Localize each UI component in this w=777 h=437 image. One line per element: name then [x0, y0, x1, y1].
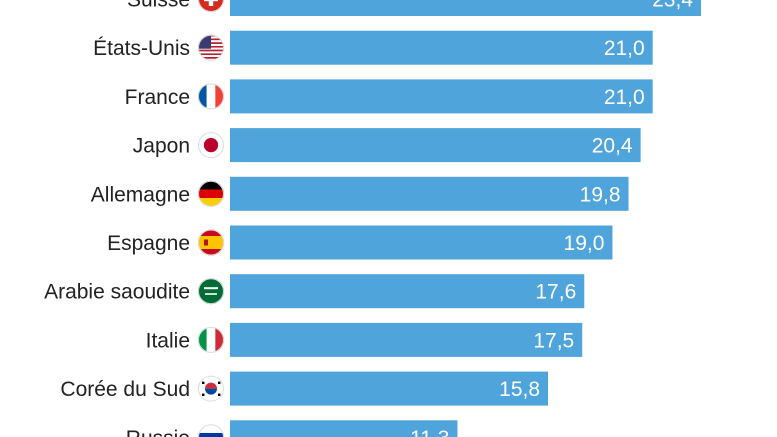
value-label: 11,3 [410, 427, 449, 437]
category-label: Suisse [127, 0, 190, 12]
bar [230, 274, 585, 309]
bar [230, 225, 613, 260]
value-label: 21,0 [604, 37, 645, 60]
usa-flag-icon [198, 34, 224, 61]
value-label: 19,8 [580, 183, 621, 206]
bar [230, 79, 653, 114]
saudi-arabia-flag-icon [198, 278, 224, 305]
south-korea-flag-icon [198, 375, 224, 402]
spain-flag-icon [198, 229, 224, 256]
bar-row: 21,0 États-Unis [93, 30, 653, 65]
value-label: 20,4 [592, 135, 633, 158]
bar [230, 420, 458, 437]
value-label: 21,0 [604, 86, 645, 109]
category-label: Corée du Sud [60, 378, 190, 401]
category-label: France [125, 86, 190, 109]
bar-row: 15,8 Corée du Sud [60, 371, 549, 406]
bar [230, 176, 629, 211]
bar-row: 17,6 Arabie saoudite [44, 274, 585, 309]
category-label: Japon [133, 135, 190, 158]
category-label: Allemagne [91, 183, 190, 206]
bar-row: 23,4 Suisse [127, 0, 701, 16]
bar [230, 322, 583, 357]
bar [230, 30, 653, 65]
switzerland-flag-icon [198, 0, 224, 12]
bar-row: 17,5 Italie [146, 322, 583, 357]
category-label: Russie [126, 427, 190, 437]
category-label: Italie [146, 329, 190, 352]
category-label: États-Unis [93, 37, 190, 60]
category-label: Espagne [107, 232, 190, 255]
japan-flag-icon [198, 132, 224, 159]
bar-row: 19,0 Espagne [107, 225, 613, 260]
bar [230, 371, 549, 406]
bar-row: 21,0 France [125, 79, 653, 114]
value-label: 17,6 [535, 281, 576, 304]
bar [230, 0, 701, 16]
bar-row: 19,8 Allemagne [91, 176, 629, 211]
value-label: 19,0 [564, 232, 605, 255]
bar [230, 128, 641, 163]
bar-row: 11,3 Russie [126, 420, 458, 437]
value-label: 17,5 [533, 329, 574, 352]
france-flag-icon [198, 83, 224, 110]
russia-flag-icon [198, 424, 224, 437]
value-label: 15,8 [499, 378, 540, 401]
germany-flag-icon [198, 180, 224, 207]
italy-flag-icon [198, 326, 224, 353]
value-label: 23,4 [652, 0, 693, 12]
category-label: Arabie saoudite [44, 281, 190, 304]
bar-row: 20,4 Japon [133, 128, 641, 163]
